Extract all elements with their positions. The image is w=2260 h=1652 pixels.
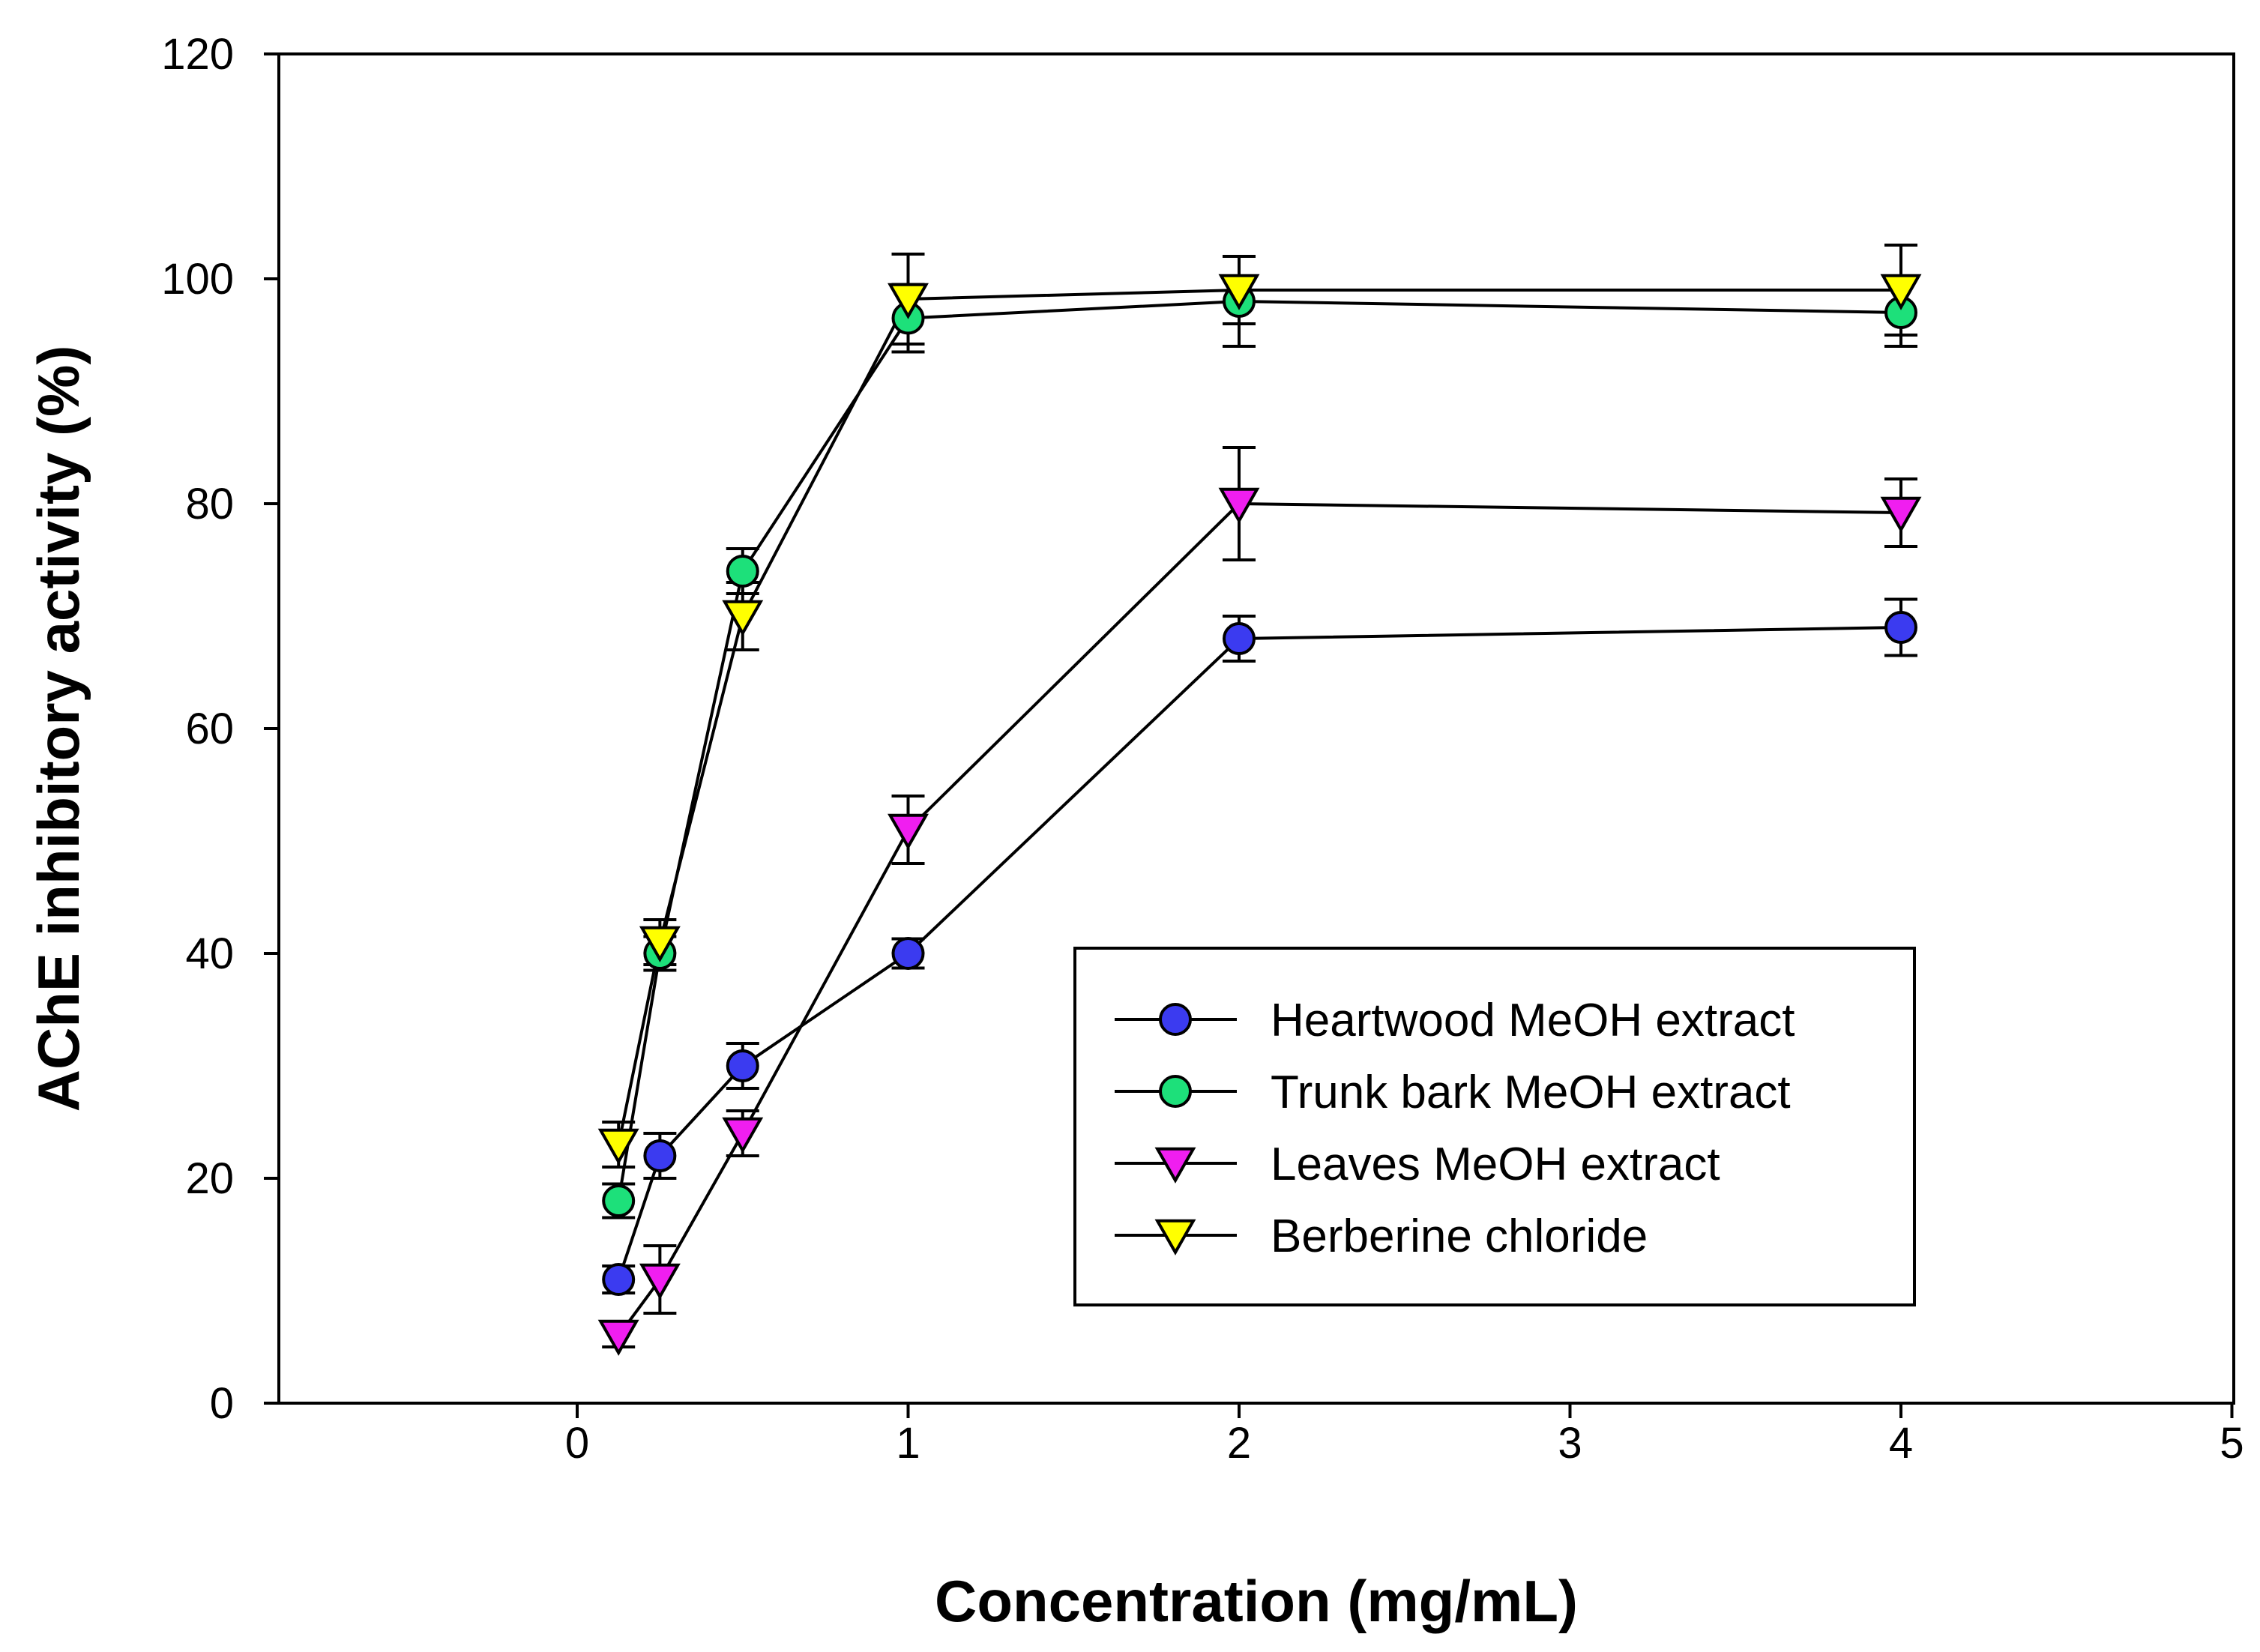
y-tick-label: 60: [185, 705, 234, 753]
data-point: [597, 1128, 639, 1165]
y-tick-label: 40: [185, 929, 234, 978]
data-point: [722, 600, 764, 636]
y-tick-label: 0: [210, 1379, 234, 1428]
data-point: [602, 1184, 636, 1217]
x-axis-ticks: 0 1 2 3 4 5: [565, 1403, 2244, 1468]
legend-label: Berberine chloride: [1271, 1211, 1648, 1262]
x-tick-label: 1: [896, 1419, 920, 1468]
x-axis-title: Concentration (mg/mL): [935, 1568, 1578, 1634]
y-axis-ticks: 0 20 40 60 80 100 120: [161, 30, 279, 1428]
y-tick-label: 100: [161, 255, 234, 304]
data-point: [1884, 611, 1917, 644]
legend-marker: [1154, 1147, 1196, 1184]
data-point: [888, 813, 929, 850]
legend-label: Heartwood MeOH extract: [1271, 995, 1795, 1046]
x-tick-label: 4: [1889, 1419, 1913, 1468]
data-point: [726, 555, 759, 588]
series-line-1: [617, 299, 1902, 1202]
data-point: [602, 1263, 636, 1296]
data-point: [722, 1117, 764, 1154]
series-line-3: [617, 289, 1901, 1145]
data-point: [639, 926, 681, 962]
data-point: [888, 283, 929, 319]
data-point: [726, 1049, 759, 1082]
data-point: [1223, 622, 1256, 655]
series-lines: [617, 289, 1902, 1337]
legend-marker: [1159, 1075, 1192, 1108]
series-line-0: [617, 626, 1902, 1280]
x-tick-label: 3: [1558, 1419, 1582, 1468]
data-point: [1218, 487, 1260, 524]
y-axis-title: AChE inhibitory activity (%): [25, 346, 91, 1112]
y-tick-label: 120: [161, 30, 234, 79]
legend-label: Leaves MeOH extract: [1271, 1139, 1720, 1190]
data-point: [1218, 274, 1260, 310]
data-point: [597, 1319, 639, 1356]
x-tick-label: 2: [1227, 1419, 1251, 1468]
y-tick-label: 80: [185, 480, 234, 528]
series-line-2: [617, 501, 1902, 1337]
legend: Heartwood MeOH extract Trunk bark MeOH ex…: [1073, 947, 1916, 1306]
legend-box: [1073, 947, 1916, 1306]
data-point: [1880, 274, 1922, 310]
data-point: [643, 1139, 677, 1172]
x-tick-label: 0: [565, 1419, 589, 1468]
data-point: [1880, 496, 1922, 533]
series-markers: [597, 274, 1922, 1356]
legend-label: Trunk bark MeOH extract: [1271, 1067, 1791, 1118]
legend-marker: [1154, 1219, 1196, 1255]
x-tick-label: 5: [2220, 1419, 2244, 1468]
y-tick-label: 20: [185, 1154, 234, 1203]
data-point: [891, 937, 925, 970]
legend-marker: [1159, 1003, 1192, 1036]
data-point: [639, 1263, 681, 1300]
